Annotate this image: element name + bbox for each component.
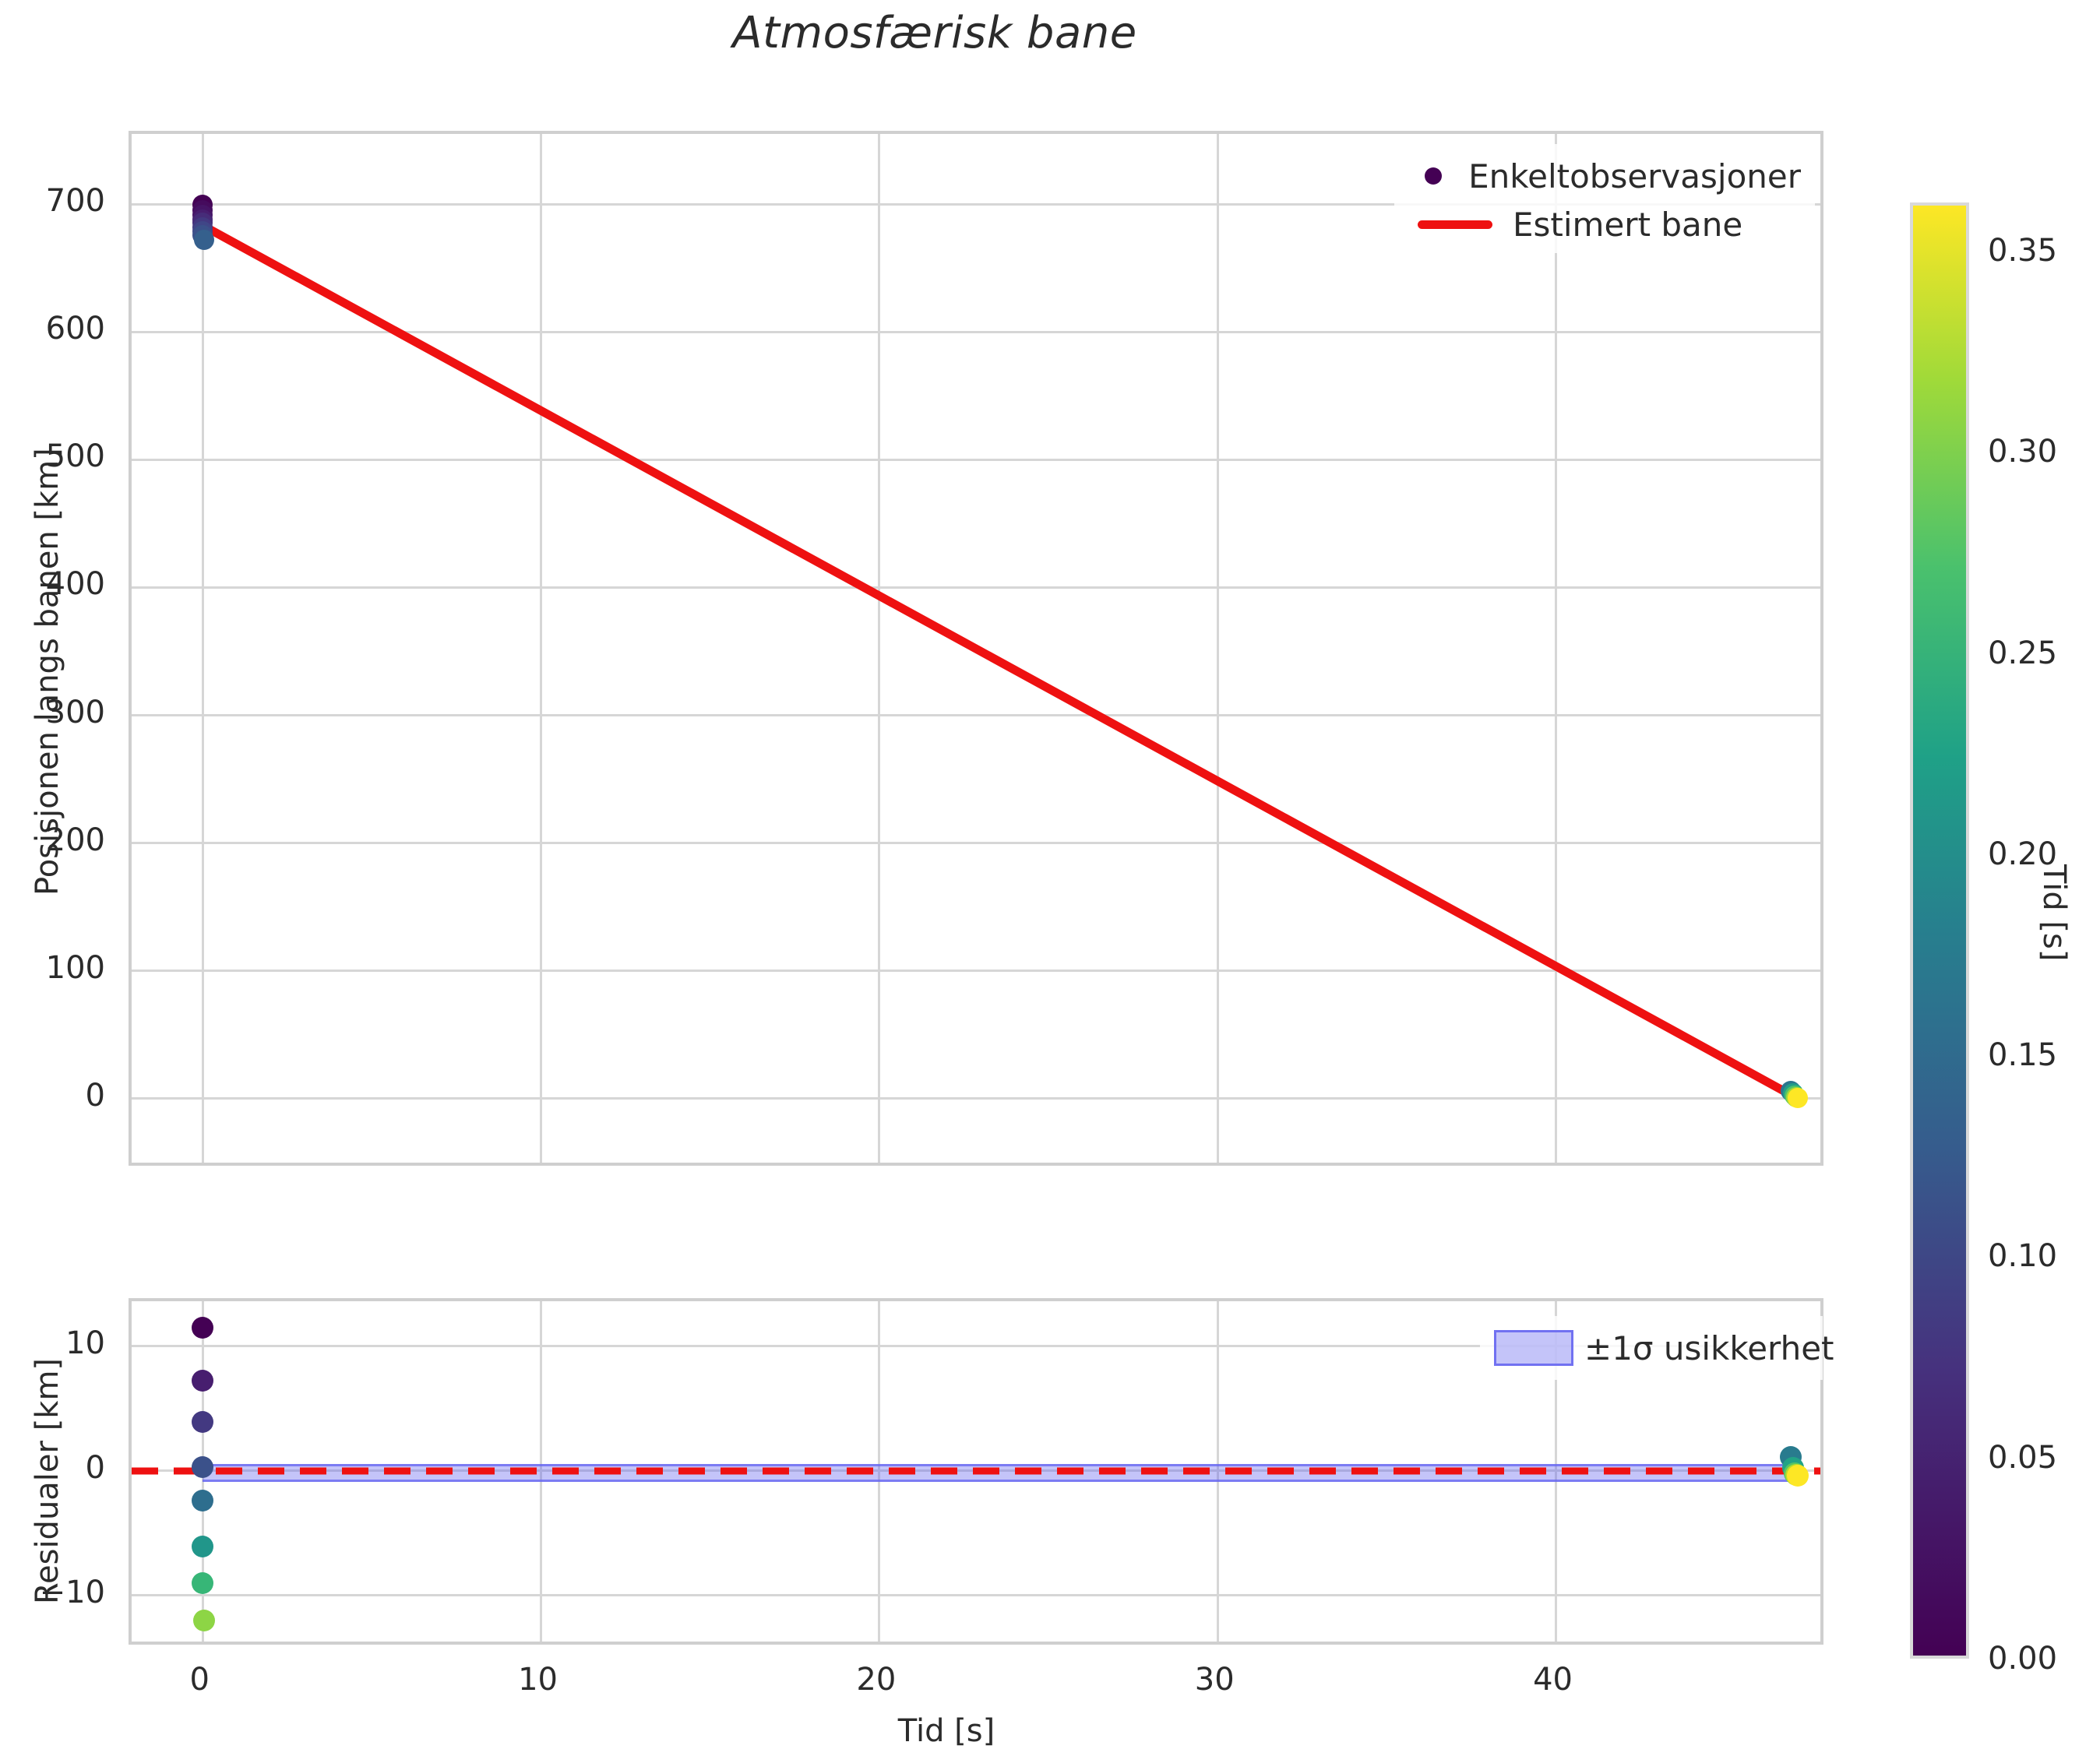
colorbar-tick-label: 0.20	[1988, 836, 2058, 872]
colorbar-axis-label: Tid [s]	[2036, 864, 2072, 962]
data-point	[194, 230, 215, 251]
gridline-horizontal	[132, 1345, 1820, 1348]
y-tick-label: 100	[45, 949, 105, 986]
residual-point	[192, 1571, 214, 1594]
gridline-vertical	[1216, 134, 1219, 1163]
residual-point	[193, 1609, 216, 1631]
main-legend: Enkeltobservasjoner Estimert bane	[1394, 144, 1815, 253]
y-tick-label: 0	[85, 1449, 105, 1486]
legend-label-uncertainty: ±1σ usikkerhet	[1584, 1328, 1834, 1367]
y-tick-label: 500	[45, 438, 105, 475]
y-tick-label: 10	[65, 1325, 105, 1361]
x-tick-label: 20	[856, 1662, 897, 1698]
legend-label-observations: Enkeltobservasjoner	[1468, 157, 1801, 195]
gridline-horizontal	[132, 842, 1820, 845]
x-tick-label: 40	[1533, 1662, 1573, 1698]
scatter-dot-icon	[1408, 167, 1457, 185]
x-tick-label: 30	[1194, 1662, 1235, 1698]
gridline-horizontal	[132, 586, 1820, 589]
y-tick-label: −10	[39, 1574, 105, 1610]
colorbar-tick-label: 0.10	[1988, 1238, 2058, 1275]
legend-label-trajectory: Estimert bane	[1513, 205, 1743, 244]
gridline-vertical	[878, 134, 881, 1163]
colorbar-gradient	[1910, 202, 1969, 1659]
zero-reference-line	[132, 1467, 1820, 1475]
x-tick-label: 0	[189, 1662, 210, 1698]
main-plot-axes	[129, 131, 1823, 1166]
figure-title: Atmosfærisk bane	[732, 8, 1137, 58]
residual-point	[192, 1316, 214, 1339]
residual-point	[192, 1411, 214, 1434]
gridline-vertical	[540, 134, 543, 1163]
legend-item-trajectory: Estimert bane	[1408, 200, 1801, 248]
colorbar-tick-label: 0.00	[1988, 1641, 2058, 1677]
y-tick-label: 0	[85, 1077, 105, 1114]
colorbar-tick-label: 0.15	[1988, 1037, 2058, 1074]
gridline-vertical	[201, 134, 204, 1163]
residual-point	[192, 1455, 214, 1478]
residual-point	[192, 1370, 214, 1392]
gridline-horizontal	[132, 458, 1820, 461]
y-tick-label: 300	[45, 694, 105, 730]
band-patch-icon	[1494, 1330, 1573, 1366]
y-tick-label: 400	[45, 566, 105, 603]
y-tick-label: 200	[45, 822, 105, 858]
gridline-horizontal	[132, 1594, 1820, 1597]
y-tick-label: 700	[45, 183, 105, 220]
x-tick-label: 10	[518, 1662, 558, 1698]
red-line-icon	[1408, 220, 1502, 229]
colorbar-tick-label: 0.35	[1988, 232, 2058, 269]
gridline-horizontal	[132, 202, 1820, 206]
gridline-horizontal	[132, 970, 1820, 973]
residual-y-axis-label: Residualer [km]	[30, 1357, 65, 1604]
residual-legend: ±1σ usikkerhet	[1480, 1316, 1834, 1380]
gridline-horizontal	[132, 330, 1820, 333]
colorbar-tick-label: 0.25	[1988, 635, 2058, 671]
gridline-horizontal	[132, 714, 1820, 717]
data-point	[1788, 1087, 1809, 1108]
legend-item-uncertainty: ±1σ usikkerhet	[1494, 1324, 1834, 1372]
legend-item-observations: Enkeltobservasjoner	[1408, 152, 1801, 200]
residual-point	[1787, 1465, 1809, 1487]
colorbar-tick-label: 0.30	[1988, 434, 2058, 470]
residual-x-axis-label: Tid [s]	[897, 1713, 995, 1749]
main-y-axis-label: Posisjonen langs banen [km]	[30, 448, 65, 896]
colorbar-tick-label: 0.05	[1988, 1439, 2058, 1476]
y-tick-label: 600	[45, 311, 105, 347]
gridline-vertical	[1555, 134, 1558, 1163]
residual-point	[192, 1536, 214, 1558]
residual-point	[192, 1490, 214, 1512]
gridline-horizontal	[132, 1097, 1820, 1100]
